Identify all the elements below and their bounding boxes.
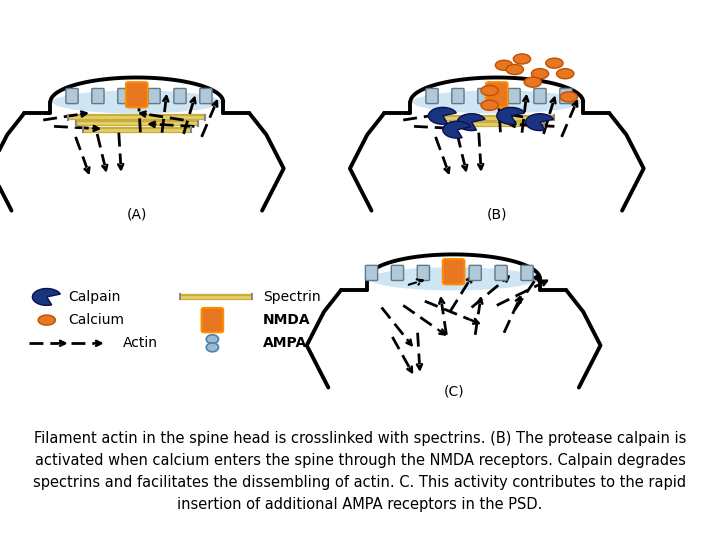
FancyBboxPatch shape — [486, 82, 508, 107]
FancyBboxPatch shape — [444, 265, 456, 280]
Text: Spectrin: Spectrin — [263, 290, 320, 304]
Text: (C): (C) — [444, 384, 464, 399]
FancyBboxPatch shape — [126, 82, 148, 107]
FancyBboxPatch shape — [508, 89, 521, 104]
FancyBboxPatch shape — [560, 89, 572, 104]
Ellipse shape — [413, 90, 581, 113]
Wedge shape — [428, 107, 456, 124]
Circle shape — [560, 92, 577, 102]
FancyBboxPatch shape — [118, 89, 130, 104]
FancyBboxPatch shape — [66, 89, 78, 104]
FancyBboxPatch shape — [392, 265, 404, 280]
FancyBboxPatch shape — [478, 89, 490, 104]
Circle shape — [524, 77, 541, 87]
FancyBboxPatch shape — [521, 265, 534, 280]
Circle shape — [481, 100, 498, 110]
Wedge shape — [32, 288, 60, 305]
FancyBboxPatch shape — [366, 265, 378, 280]
Text: AMPA: AMPA — [263, 336, 307, 350]
Circle shape — [513, 54, 531, 64]
Circle shape — [531, 69, 549, 79]
Wedge shape — [443, 122, 471, 138]
FancyBboxPatch shape — [495, 265, 507, 280]
FancyBboxPatch shape — [200, 89, 212, 104]
Ellipse shape — [369, 267, 538, 291]
Wedge shape — [457, 114, 485, 131]
Circle shape — [495, 60, 513, 70]
FancyBboxPatch shape — [202, 308, 223, 332]
FancyBboxPatch shape — [418, 265, 429, 280]
Text: Calcium: Calcium — [68, 313, 125, 327]
Circle shape — [481, 85, 498, 96]
Text: Actin: Actin — [122, 336, 158, 350]
FancyBboxPatch shape — [452, 89, 464, 104]
Wedge shape — [526, 114, 554, 131]
Text: Calpain: Calpain — [68, 290, 121, 304]
FancyBboxPatch shape — [426, 89, 438, 104]
Ellipse shape — [53, 90, 221, 113]
FancyBboxPatch shape — [148, 89, 160, 104]
FancyBboxPatch shape — [443, 259, 464, 284]
Circle shape — [38, 315, 55, 325]
FancyBboxPatch shape — [92, 89, 104, 104]
FancyBboxPatch shape — [469, 265, 482, 280]
FancyBboxPatch shape — [534, 89, 546, 104]
Wedge shape — [497, 107, 525, 124]
Circle shape — [557, 69, 574, 79]
Text: Filament actin in the spine head is crosslinked with spectrins. (B) The protease: Filament actin in the spine head is cros… — [33, 431, 687, 512]
Text: (A): (A) — [127, 208, 147, 222]
Circle shape — [506, 64, 523, 75]
FancyBboxPatch shape — [174, 89, 186, 104]
Text: NMDA: NMDA — [263, 313, 310, 327]
Circle shape — [546, 58, 563, 68]
Ellipse shape — [206, 343, 219, 352]
Ellipse shape — [206, 335, 219, 343]
Text: (B): (B) — [487, 208, 507, 222]
